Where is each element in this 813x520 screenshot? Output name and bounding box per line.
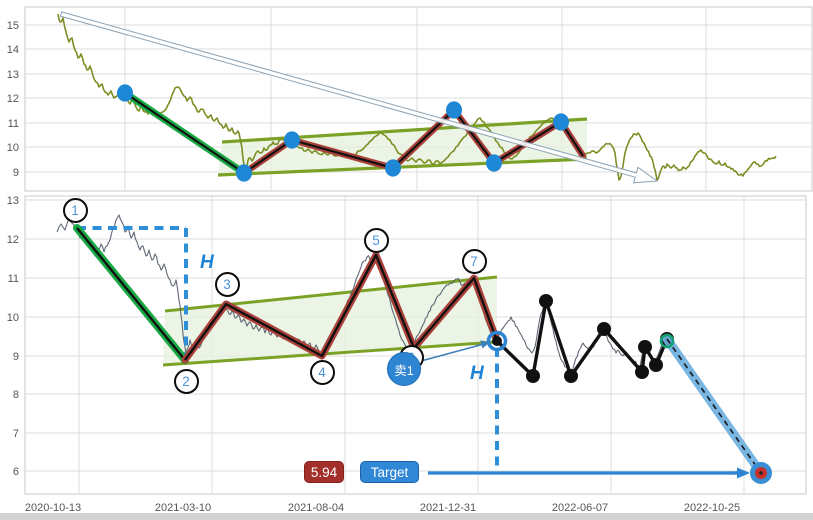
breakout-pivot-dot bbox=[492, 336, 502, 346]
x-tick-label: 2022-06-07 bbox=[552, 502, 608, 514]
point-label-7[interactable]: 7 bbox=[461, 248, 487, 274]
point-label-1[interactable]: 1 bbox=[62, 197, 88, 223]
pivot-dot-black bbox=[638, 340, 652, 354]
y-tick-label: 8 bbox=[13, 389, 19, 401]
target-marker-center bbox=[759, 471, 763, 475]
bottom-red-zigzag bbox=[181, 251, 501, 364]
bottom-green-trend-core bbox=[76, 227, 186, 361]
channel-lower-line bbox=[217, 157, 588, 177]
y-tick-label: 13 bbox=[7, 195, 19, 207]
pivot-dot-top bbox=[117, 84, 133, 102]
pivot-dot-black bbox=[635, 365, 649, 379]
y-tick-label: 12 bbox=[7, 93, 19, 105]
top-panel-border bbox=[24, 6, 813, 192]
h-measure-label-2[interactable]: H bbox=[470, 363, 484, 384]
pivot-dot-top bbox=[236, 164, 252, 182]
y-tick-label: 15 bbox=[7, 20, 19, 32]
price-line-bottom bbox=[56, 214, 668, 374]
pivot-dot-top bbox=[385, 159, 401, 177]
point-label-2[interactable]: 2 bbox=[173, 368, 199, 394]
sell-annotation-line bbox=[420, 343, 485, 362]
point-label-3[interactable]: 3 bbox=[214, 271, 240, 297]
y-tick-label: 11 bbox=[8, 273, 19, 285]
channel-upper-line bbox=[164, 275, 498, 313]
target-label-badge[interactable]: Target bbox=[360, 461, 419, 483]
pivot-dot-black bbox=[564, 369, 578, 383]
pivot-dot-top bbox=[553, 113, 569, 131]
pivot-dot-top bbox=[284, 131, 300, 149]
y-tick-label: 12 bbox=[7, 234, 19, 246]
bottom-green-trend bbox=[73, 224, 189, 364]
bottom-red-zigzag-core bbox=[184, 253, 499, 361]
x-tick-label: 2021-08-04 bbox=[288, 502, 344, 514]
bottom-panel-border bbox=[24, 195, 807, 495]
y-tick-label: 9 bbox=[13, 351, 19, 363]
target-value-badge[interactable]: 5.94 bbox=[304, 461, 344, 483]
pivot-dot-black bbox=[526, 369, 540, 383]
pivot-dot-black bbox=[539, 294, 553, 308]
pivot-dot-top bbox=[446, 101, 462, 119]
target-arrowhead bbox=[730, 467, 750, 479]
point-label-4[interactable]: 4 bbox=[309, 359, 335, 385]
window-bottom-bar bbox=[0, 513, 813, 520]
point-label-5[interactable]: 5 bbox=[363, 227, 389, 253]
top-green-trend bbox=[121, 89, 248, 177]
x-tick-label: 2022-10-25 bbox=[684, 502, 740, 514]
channel-lower-line bbox=[162, 340, 498, 367]
sell-annotation-arrowhead bbox=[475, 340, 490, 349]
y-tick-label: 10 bbox=[7, 142, 19, 154]
y-tick-label: 10 bbox=[7, 312, 19, 324]
pivot-dot-black bbox=[597, 322, 611, 336]
y-tick-label: 9 bbox=[13, 167, 19, 179]
sell-signal-badge[interactable]: 卖1 bbox=[387, 352, 421, 386]
y-tick-label: 6 bbox=[13, 466, 19, 478]
projection-start-ring bbox=[659, 333, 675, 349]
x-tick-label: 2021-03-10 bbox=[155, 502, 211, 514]
price-line-top bbox=[57, 13, 777, 181]
pivot-dot-black bbox=[649, 358, 663, 372]
pivot-dot-top bbox=[486, 154, 502, 172]
x-tick-label: 2021-12-31 bbox=[420, 502, 476, 514]
y-tick-label: 14 bbox=[7, 44, 19, 56]
y-tick-label: 11 bbox=[8, 118, 19, 130]
channel-upper-line bbox=[221, 117, 588, 144]
top-green-trend-core bbox=[124, 92, 245, 174]
y-tick-label: 13 bbox=[7, 69, 19, 81]
outlined-trend-arrow bbox=[59, 11, 659, 184]
x-tick-label: 2020-10-13 bbox=[25, 502, 81, 514]
h-measure-label-1[interactable]: H bbox=[200, 252, 214, 273]
y-tick-label: 7 bbox=[13, 428, 19, 440]
breakout-ring-marker[interactable] bbox=[486, 330, 508, 352]
projection-dashed-core bbox=[666, 338, 762, 474]
